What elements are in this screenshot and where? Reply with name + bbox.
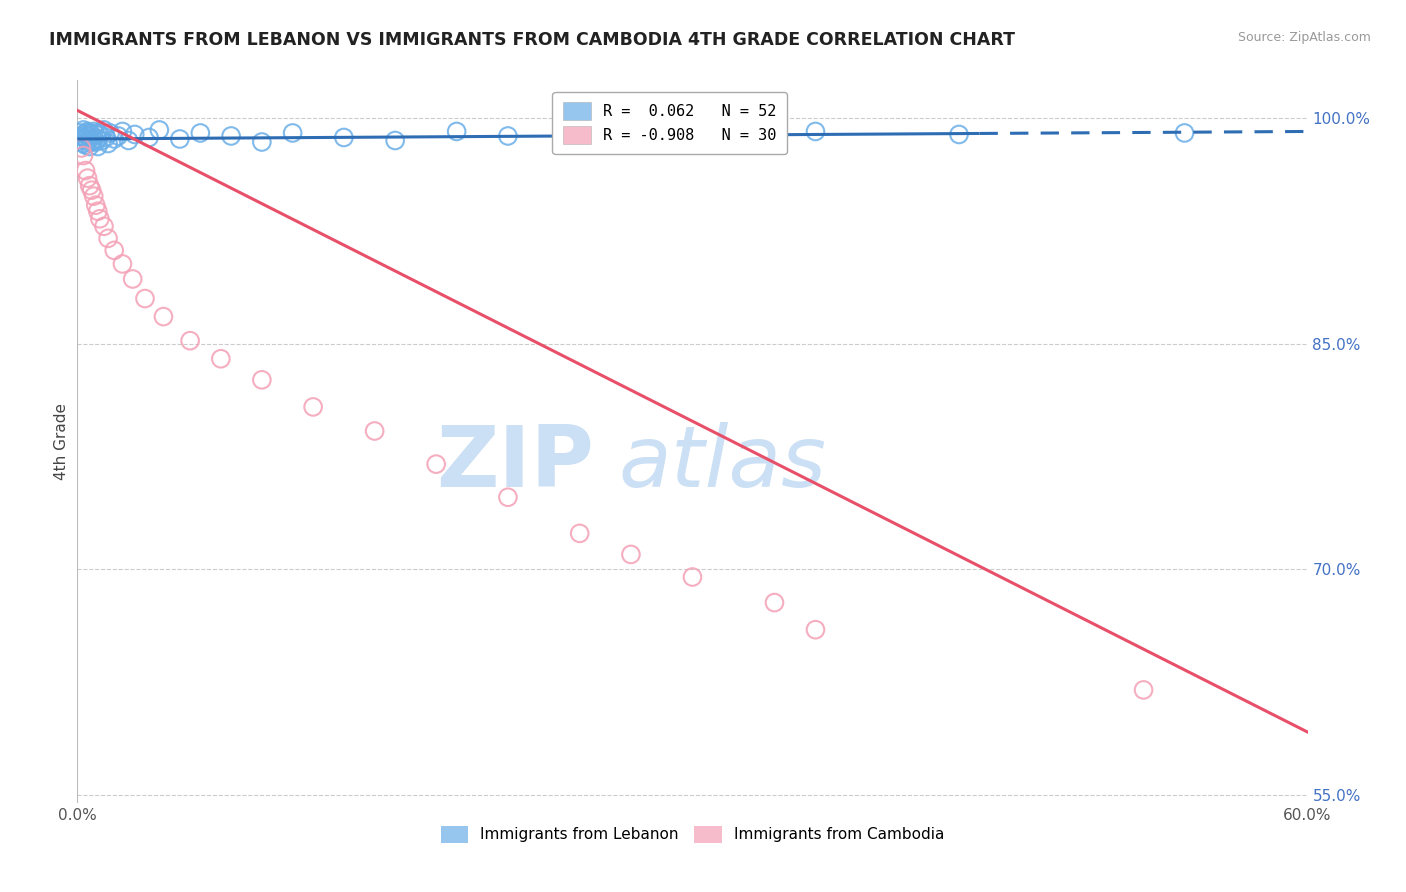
Point — [496, 128, 519, 143]
Point — [89, 211, 111, 226]
Point — [72, 123, 94, 137]
Point — [124, 128, 146, 142]
Point — [702, 128, 724, 143]
Point — [425, 457, 447, 471]
Point — [103, 132, 125, 146]
Point — [90, 133, 114, 147]
Point — [89, 128, 111, 142]
Point — [111, 124, 134, 138]
Point — [804, 124, 827, 138]
Point — [121, 272, 143, 286]
Point — [93, 123, 115, 137]
Point — [558, 132, 581, 146]
Point — [496, 490, 519, 504]
Point — [94, 130, 117, 145]
Point — [70, 141, 93, 155]
Point — [363, 424, 385, 438]
Point — [117, 133, 139, 147]
Point — [93, 219, 115, 234]
Point — [250, 373, 273, 387]
Point — [103, 244, 125, 258]
Point — [188, 126, 212, 140]
Text: IMMIGRANTS FROM LEBANON VS IMMIGRANTS FROM CAMBODIA 4TH GRADE CORRELATION CHART: IMMIGRANTS FROM LEBANON VS IMMIGRANTS FR… — [49, 31, 1015, 49]
Point — [152, 310, 174, 324]
Point — [84, 128, 107, 142]
Point — [87, 139, 110, 153]
Text: ZIP: ZIP — [436, 422, 595, 505]
Point — [568, 526, 591, 541]
Point — [630, 126, 652, 140]
Point — [72, 136, 94, 151]
Point — [75, 138, 97, 153]
Point — [79, 126, 101, 140]
Point — [72, 130, 94, 145]
Point — [83, 189, 105, 203]
Y-axis label: 4th Grade: 4th Grade — [53, 403, 69, 480]
Point — [111, 257, 134, 271]
Point — [75, 132, 97, 146]
Point — [67, 126, 90, 140]
Point — [446, 124, 468, 138]
Point — [84, 198, 107, 212]
Point — [384, 133, 406, 147]
Point — [83, 133, 105, 147]
Point — [70, 128, 93, 143]
Legend: Immigrants from Lebanon, Immigrants from Cambodia: Immigrants from Lebanon, Immigrants from… — [434, 820, 950, 849]
Point — [302, 400, 325, 414]
Point — [79, 178, 101, 193]
Point — [250, 135, 273, 149]
Point — [804, 623, 827, 637]
Point — [148, 123, 170, 137]
Point — [83, 124, 105, 138]
Point — [281, 126, 304, 140]
Point — [98, 126, 121, 140]
Point — [72, 148, 94, 162]
Point — [1132, 682, 1154, 697]
Point — [80, 128, 103, 142]
Point — [209, 351, 232, 366]
Point — [169, 132, 191, 146]
Point — [219, 128, 242, 143]
Point — [763, 596, 786, 610]
Point — [79, 132, 101, 146]
Text: Source: ZipAtlas.com: Source: ZipAtlas.com — [1237, 31, 1371, 45]
Point — [1174, 126, 1197, 140]
Point — [76, 124, 98, 138]
Point — [97, 231, 120, 245]
Point — [138, 130, 160, 145]
Point — [79, 139, 101, 153]
Point — [80, 135, 103, 149]
Point — [75, 126, 97, 140]
Point — [80, 183, 103, 197]
Point — [76, 128, 98, 143]
Point — [107, 128, 129, 143]
Point — [333, 130, 356, 145]
Point — [87, 126, 110, 140]
Point — [179, 334, 201, 348]
Point — [682, 570, 704, 584]
Point — [97, 136, 120, 151]
Point — [76, 135, 98, 149]
Point — [75, 163, 97, 178]
Point — [134, 292, 156, 306]
Point — [620, 548, 643, 562]
Point — [87, 132, 110, 146]
Point — [84, 135, 107, 149]
Point — [87, 204, 110, 219]
Point — [76, 171, 98, 186]
Text: atlas: atlas — [619, 422, 827, 505]
Point — [70, 133, 93, 147]
Point — [948, 128, 970, 142]
